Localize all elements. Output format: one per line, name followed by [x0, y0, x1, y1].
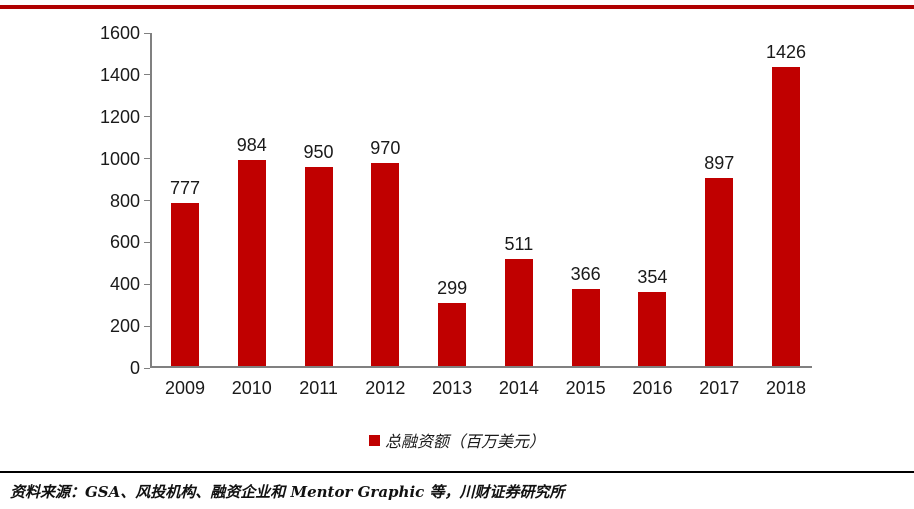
x-tick-label: 2016: [632, 378, 673, 398]
legend-marker-icon: [368, 434, 380, 446]
bar-value-label: 366: [570, 264, 601, 285]
y-axis-tick: [144, 241, 150, 243]
y-axis-tick: [144, 367, 150, 369]
x-tick-label: 2010: [231, 378, 272, 398]
bar-value-label: 950: [303, 142, 334, 163]
bar-value-label: 984: [236, 134, 267, 155]
y-tick-label: 600: [109, 232, 140, 253]
bar-2015: [571, 289, 600, 366]
source-attribution: 资料来源：GSA、风投机构、融资企业和 Mentor Graphic 等，川财证…: [10, 483, 565, 501]
x-tick-label: 2012: [365, 378, 406, 398]
bar-value-label: 299: [437, 278, 468, 299]
y-axis-tick: [144, 283, 150, 285]
bar-2014: [504, 259, 533, 366]
x-tick-label: 2015: [565, 378, 606, 398]
bar-2009: [171, 203, 199, 366]
y-tick-label: 1400: [99, 64, 140, 85]
bar-2011: [304, 167, 333, 366]
y-tick-label: 1600: [99, 23, 140, 43]
bar-value-label: 777: [169, 178, 201, 199]
chart-legend: 总融资额（百万美元）: [0, 428, 914, 452]
x-tick-label: 2009: [164, 378, 206, 398]
y-axis-tick: [144, 32, 150, 34]
bar-2012: [371, 162, 400, 366]
y-axis-tick: [144, 116, 150, 118]
legend-label: 总融资额（百万美元）: [384, 432, 545, 451]
y-tick-label: 800: [109, 190, 140, 211]
y-axis-tick: [144, 158, 150, 160]
bar-value-label: 1426: [765, 42, 807, 63]
y-axis-tick: [144, 325, 150, 327]
bar-value-label: 354: [637, 266, 668, 287]
bar-2013: [438, 303, 467, 366]
y-tick-label: 0: [129, 358, 140, 378]
y-tick-label: 200: [109, 316, 140, 337]
bar-chart: 0 200 400 600 800 1000 1200 1400 1600 777 2009 984 2…: [100, 24, 812, 398]
y-tick-label: 1000: [99, 148, 140, 169]
bar-2010: [237, 159, 266, 366]
y-tick-label: 400: [109, 274, 140, 295]
bar-value-label: 897: [704, 153, 735, 174]
y-tick-label: 1200: [99, 106, 140, 127]
x-tick-label: 2014: [498, 378, 539, 398]
x-tick-label: 2018: [765, 378, 807, 398]
top-accent-rule: [0, 5, 914, 9]
bar-2016: [638, 291, 667, 366]
bar-value-label: 970: [370, 137, 401, 158]
y-axis-tick: [144, 74, 150, 76]
bar-2018: [772, 67, 800, 366]
footer-divider: [0, 471, 914, 473]
plot-area: 0 200 400 600 800 1000 1200 1400 1600 777 2009 984 2…: [100, 24, 812, 398]
bar-value-label: 511: [504, 234, 534, 254]
x-tick-label: 2013: [432, 378, 473, 398]
x-tick-label: 2011: [299, 378, 338, 398]
bar-2017: [705, 178, 734, 366]
x-tick-label: 2017: [699, 378, 740, 398]
y-axis-tick: [144, 200, 150, 201]
